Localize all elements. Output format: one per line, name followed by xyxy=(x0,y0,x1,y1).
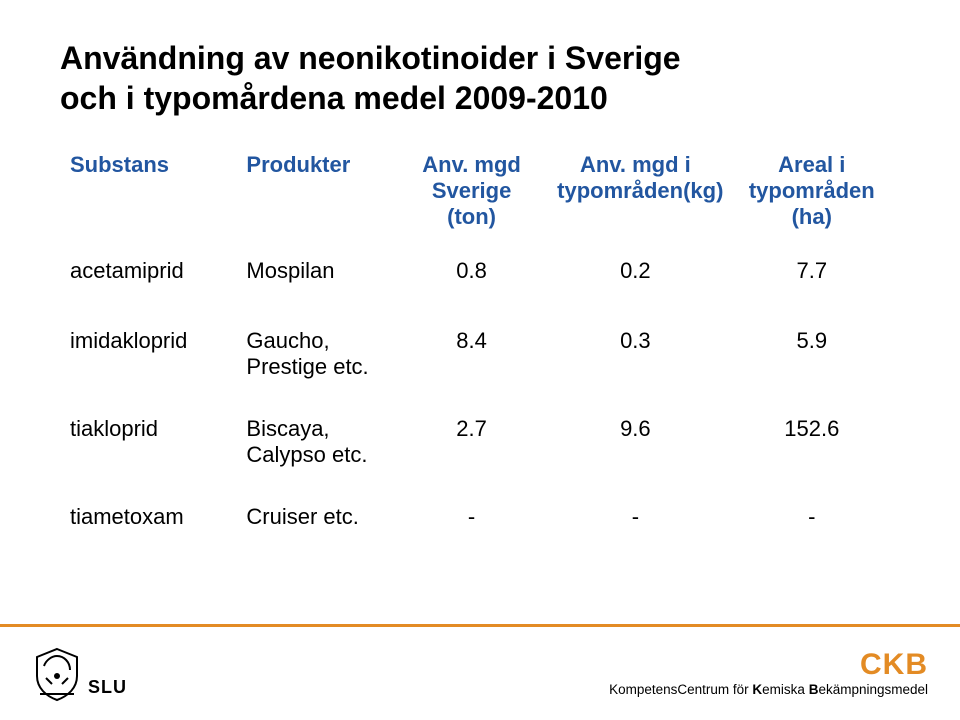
footer-right-logos: CKB KompetensCentrum för Kemiska Bekämpn… xyxy=(609,650,928,697)
cell-areal: 152.6 xyxy=(724,406,900,494)
cell-produkter: Mospilan xyxy=(236,248,396,318)
cell-typ: 9.6 xyxy=(547,406,723,494)
cell-sv: 2.7 xyxy=(396,406,547,494)
col-header-anv-sverige: Anv. mgd Sverige (ton) xyxy=(396,142,547,248)
ckb-sub-end: ekämpningsmedel xyxy=(818,682,928,697)
col-header-anv-typ: Anv. mgd i typområden(kg) xyxy=(547,142,723,248)
cell-typ: 0.2 xyxy=(547,248,723,318)
col-header-produkter: Produkter xyxy=(236,142,396,248)
footer-bar: SLU CKB KompetensCentrum för Kemiska Bek… xyxy=(0,624,960,720)
table-row: tiametoxam Cruiser etc. - - - xyxy=(60,494,900,540)
footer-left-logos: SLU xyxy=(32,646,127,702)
col-header-areal: Areal i typområden (ha) xyxy=(724,142,900,248)
cell-areal: 7.7 xyxy=(724,248,900,318)
table-header-row: Substans Produkter Anv. mgd Sverige (ton… xyxy=(60,142,900,248)
title-line-2: och i typomårdena medel 2009-2010 xyxy=(60,80,608,116)
cell-sv: - xyxy=(396,494,547,540)
cell-typ: 0.3 xyxy=(547,318,723,406)
table-row: acetamiprid Mospilan 0.8 0.2 7.7 xyxy=(60,248,900,318)
data-table: Substans Produkter Anv. mgd Sverige (ton… xyxy=(60,142,900,540)
slide-body: Användning av neonikotinoider i Sverige … xyxy=(0,0,960,624)
cell-sv: 8.4 xyxy=(396,318,547,406)
cell-substans: acetamiprid xyxy=(60,248,236,318)
cell-produkter: Cruiser etc. xyxy=(236,494,396,540)
cell-sv: 0.8 xyxy=(396,248,547,318)
cell-substans: tiakloprid xyxy=(60,406,236,494)
ckb-subtitle: KompetensCentrum för Kemiska Bekämpnings… xyxy=(609,682,928,697)
ckb-sub-bold-b: B xyxy=(809,682,819,697)
slide-title: Användning av neonikotinoider i Sverige … xyxy=(60,38,900,118)
cell-substans: imidakloprid xyxy=(60,318,236,406)
cell-typ: - xyxy=(547,494,723,540)
cell-produkter: Gaucho, Prestige etc. xyxy=(236,318,396,406)
ckb-sub-mid: emiska xyxy=(762,682,809,697)
cell-produkter: Biscaya, Calypso etc. xyxy=(236,406,396,494)
title-line-1: Användning av neonikotinoider i Sverige xyxy=(60,40,681,76)
table-row: tiakloprid Biscaya, Calypso etc. 2.7 9.6… xyxy=(60,406,900,494)
cell-substans: tiametoxam xyxy=(60,494,236,540)
col-header-substans: Substans xyxy=(60,142,236,248)
slu-logo-icon xyxy=(32,646,82,702)
table-row: imidakloprid Gaucho, Prestige etc. 8.4 0… xyxy=(60,318,900,406)
cell-areal: - xyxy=(724,494,900,540)
ckb-logo-text: CKB xyxy=(860,650,928,680)
ckb-sub-bold-k: K xyxy=(752,682,762,697)
slu-logo-text: SLU xyxy=(88,677,127,702)
cell-areal: 5.9 xyxy=(724,318,900,406)
ckb-sub-prefix: KompetensCentrum för xyxy=(609,682,752,697)
